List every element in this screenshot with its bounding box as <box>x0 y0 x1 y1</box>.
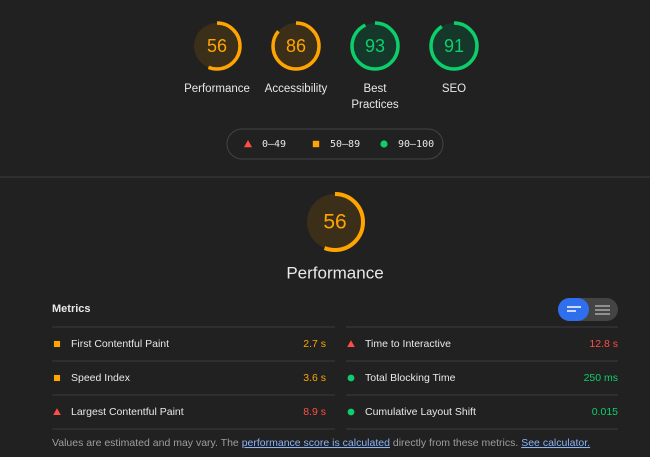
legend-label: 0–49 <box>262 139 286 150</box>
metric-value: 2.7 s <box>303 338 326 350</box>
metric-icon <box>347 408 355 416</box>
metric-value: 12.8 s <box>589 338 618 350</box>
gauge-score: 56 <box>323 211 346 234</box>
metric-name: First Contentful Paint <box>71 338 169 350</box>
metric-icon <box>347 374 355 382</box>
metric-name: Speed Index <box>71 372 131 384</box>
metrics-heading: Metrics <box>52 303 91 315</box>
gauge-score: 93 <box>365 36 385 56</box>
section-title: Performance <box>286 263 383 282</box>
gauge-label: SEO <box>442 83 466 95</box>
gauge-label-part: Performance <box>184 83 250 95</box>
gauge-score: 86 <box>286 36 306 56</box>
metric-icon <box>53 340 61 348</box>
gauge-score: 56 <box>207 36 227 56</box>
gauge-bg <box>307 194 363 250</box>
gauge-label-part: SEO <box>442 83 466 95</box>
metric-value: 3.6 s <box>303 372 326 384</box>
gauge-label-part: Accessibility <box>265 83 328 95</box>
gauge-bg <box>273 23 319 69</box>
legend-icon <box>312 140 320 148</box>
toggle-active[interactable] <box>558 298 589 321</box>
legend-box <box>226 128 444 160</box>
gauge-bg <box>194 23 240 69</box>
footer-link[interactable]: See calculator. <box>521 437 590 449</box>
metric-name: Time to Interactive <box>365 338 451 350</box>
legend-label: 50–89 <box>330 139 360 150</box>
metric-name: Cumulative Layout Shift <box>365 406 476 418</box>
gauge-label: Best Practices <box>351 83 399 111</box>
gauge-arc <box>192 21 242 71</box>
legend-label: 90–100 <box>398 139 434 150</box>
footer-link[interactable]: performance score is calculated <box>242 437 390 449</box>
gauge-label-part: Practices <box>351 99 399 111</box>
gauge-arc <box>350 21 400 71</box>
metric-name: Largest Contentful Paint <box>71 406 184 418</box>
gauge-label-part: Best <box>363 83 387 95</box>
legend-icon <box>244 140 252 148</box>
gauge-label: Performance <box>184 83 250 95</box>
view-toggle[interactable] <box>558 298 618 321</box>
footer: Values are estimated and may vary. The p… <box>52 437 590 449</box>
gauge-arc <box>271 21 321 71</box>
footer-text: directly from these metrics. <box>390 437 521 449</box>
gauge-arc <box>305 192 365 252</box>
gauge-bg <box>352 23 398 69</box>
gauge-score: 91 <box>444 36 464 56</box>
metric-value: 250 ms <box>584 372 618 384</box>
metric-icon <box>53 374 61 382</box>
metric-name: Total Blocking Time <box>365 372 456 384</box>
footer-text: Values are estimated and may vary. The <box>52 437 242 449</box>
legend-icon <box>380 140 388 148</box>
metric-value: 8.9 s <box>303 406 326 418</box>
metric-value: 0.015 <box>592 406 618 418</box>
gauge-bg <box>431 23 477 69</box>
metric-icon <box>347 340 355 348</box>
gauge-label: Accessibility <box>265 83 328 95</box>
metric-icon <box>53 408 61 416</box>
gauge-arc <box>429 21 479 71</box>
